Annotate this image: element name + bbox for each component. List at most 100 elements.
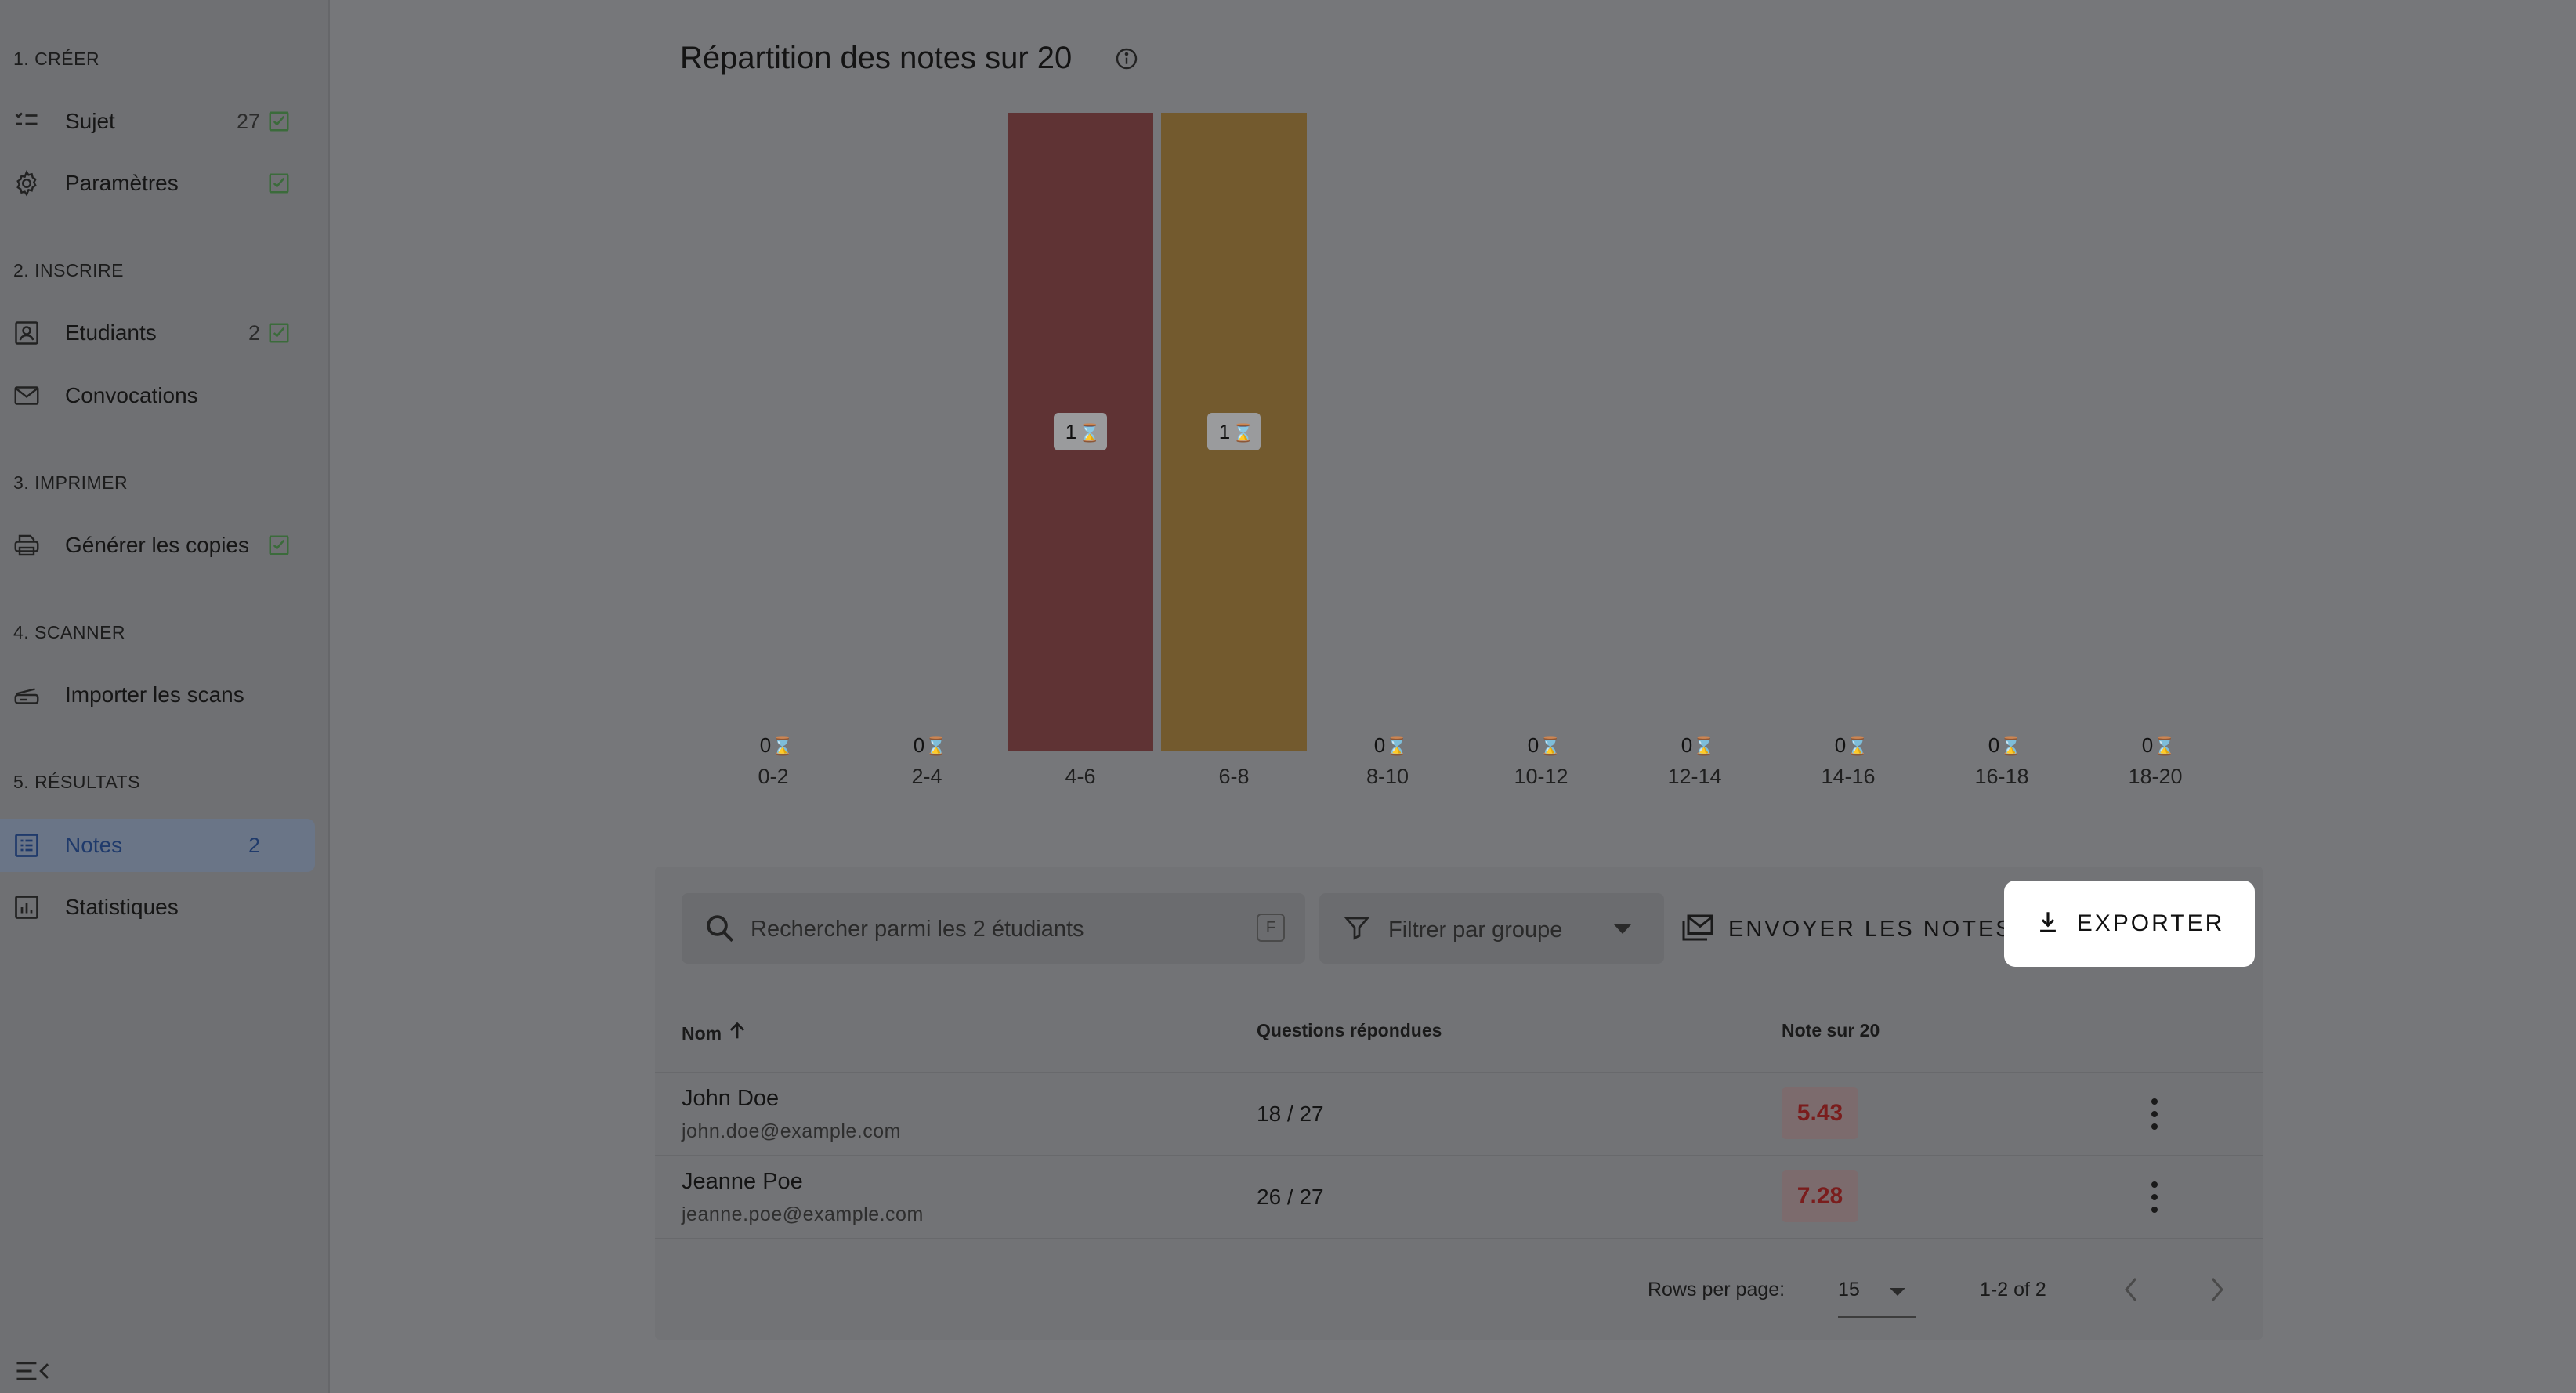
hourglass-icon: ⌛: [925, 736, 946, 757]
pagination-range: 1-2 of 2: [1980, 1279, 2046, 1301]
gear-icon: [13, 169, 41, 197]
filter-icon: [1343, 912, 1371, 943]
more-vertical-icon[interactable]: [2145, 1180, 2164, 1214]
x-tick-label: 8-10: [1366, 765, 1409, 788]
send-grades-button[interactable]: ENVOYER LES NOTES: [1681, 909, 2013, 950]
x-tick-label: 0-2: [758, 765, 788, 788]
bar-value-label: 0: [1374, 733, 1385, 757]
sidebar-item-label: Importer les scans: [65, 682, 244, 707]
sidebar-item-label: Générer les copies: [65, 533, 250, 557]
download-icon: [2035, 909, 2061, 939]
check-icon: [267, 110, 291, 133]
grade-distribution-chart: 0 ⌛0-20 ⌛2-41 ⌛4-61 ⌛6-80 ⌛8-100 ⌛10-120 ⌛12-14…: [758, 113, 2183, 788]
sidebar-item-statistiques[interactable]: Statistiques: [0, 881, 315, 934]
bar-value-label: 1: [1219, 420, 1230, 443]
x-tick-label: 4-6: [1065, 765, 1095, 788]
section-title-scan: 4. SCANNER: [13, 622, 126, 642]
column-header-questions[interactable]: Questions répondues: [1257, 1020, 1442, 1040]
rows-per-page-value: 15: [1838, 1279, 1860, 1301]
section-title-register: 2. INSCRIRE: [13, 260, 124, 280]
check-icon: [267, 321, 291, 345]
hourglass-icon: ⌛: [2000, 736, 2021, 757]
sidebar-item-count: 2: [248, 833, 260, 857]
sidebar-item-label: Notes: [65, 833, 123, 857]
bar-value-label: 0: [1835, 733, 1846, 757]
questions-answered: 26 / 27: [1257, 1185, 1324, 1209]
sidebar-item-etudiants[interactable]: Etudiants 2: [0, 306, 315, 360]
bar-value-label: 0: [1528, 733, 1539, 757]
keyboard-shortcut-badge: F: [1257, 914, 1285, 942]
bar-value-pill: [1207, 413, 1261, 450]
printer-icon: [13, 531, 41, 559]
student-name: John Doe: [682, 1086, 780, 1111]
student-email: john.doe@example.com: [682, 1120, 901, 1142]
sidebar-item-label: Convocations: [65, 383, 198, 407]
sidebar-item-parametres[interactable]: Paramètres: [0, 157, 315, 210]
chevron-down-icon: [1612, 923, 1633, 935]
hourglass-icon: ⌛: [1693, 736, 1714, 757]
bar-value-label: 0: [1681, 733, 1692, 757]
bar-value-label: 0: [1988, 733, 1999, 757]
student-badge-icon: [13, 319, 41, 347]
sidebar-item-notes[interactable]: Notes 2: [0, 819, 315, 872]
column-header-name[interactable]: Nom: [682, 1020, 748, 1047]
sidebar-item-label: Sujet: [65, 109, 115, 133]
table-icon: [13, 831, 41, 859]
hourglass-icon: ⌛: [1386, 736, 1407, 757]
chevron-left-icon[interactable]: [2122, 1275, 2140, 1304]
group-filter-select[interactable]: Filtrer par groupe: [1319, 893, 1664, 964]
list-check-icon: [13, 107, 41, 136]
bar-value-label: 0: [914, 733, 924, 757]
chevron-down-icon: [1888, 1286, 1907, 1297]
row-divider: [655, 1072, 2263, 1073]
check-icon: [267, 172, 291, 195]
collapse-menu-icon[interactable]: [16, 1359, 50, 1383]
row-divider: [655, 1238, 2263, 1239]
check-icon: [267, 534, 291, 557]
bar-value-label: 0: [760, 733, 771, 757]
sidebar-item-convocations[interactable]: Convocations: [0, 369, 315, 422]
send-grades-label: ENVOYER LES NOTES: [1728, 916, 2013, 942]
sidebar-item-label: Etudiants: [65, 320, 157, 345]
rows-per-page-select[interactable]: 15: [1838, 1269, 1916, 1318]
sidebar-item-label: Paramètres: [65, 171, 179, 195]
hourglass-icon: ⌛: [1539, 736, 1561, 757]
x-tick-label: 12-14: [1667, 765, 1721, 788]
search-icon: [704, 912, 736, 945]
hourglass-icon: ⌛: [1079, 423, 1100, 443]
sidebar-item-count: 2: [248, 320, 260, 345]
filter-label: Filtrer par groupe: [1388, 917, 1563, 943]
bar-value-label: 1: [1065, 420, 1076, 443]
info-icon[interactable]: [1114, 46, 1139, 71]
column-header-name-label: Nom: [682, 1022, 722, 1044]
hourglass-icon: ⌛: [1847, 736, 1868, 757]
x-tick-label: 14-16: [1821, 765, 1875, 788]
arrow-up-icon: [726, 1020, 748, 1047]
sidebar-item-count: 27: [236, 109, 260, 133]
column-header-grade[interactable]: Note sur 20: [1782, 1020, 1880, 1040]
sidebar-item-label: Statistiques: [65, 895, 179, 919]
student-email: jeanne.poe@example.com: [682, 1203, 924, 1225]
search-input[interactable]: Rechercher parmi les 2 étudiants F: [682, 893, 1305, 964]
hourglass-icon: ⌛: [1232, 423, 1254, 443]
sidebar-item-sujet[interactable]: Sujet 27: [0, 95, 315, 148]
grade-badge: 7.28: [1782, 1170, 1858, 1222]
export-button[interactable]: EXPORTER: [2004, 881, 2255, 967]
x-tick-label: 2-4: [911, 765, 942, 788]
bar-value-label: 0: [2142, 733, 2153, 757]
grade-badge: 5.43: [1782, 1087, 1858, 1139]
envelope-icon: [1681, 914, 1714, 946]
chart-title: Répartition des notes sur 20: [680, 41, 1073, 75]
row-divider: [655, 1155, 2263, 1156]
more-vertical-icon[interactable]: [2145, 1097, 2164, 1131]
x-tick-label: 18-20: [2128, 765, 2182, 788]
sidebar-item-importer-scans[interactable]: Importer les scans: [0, 668, 315, 722]
section-title-results: 5. RÉSULTATS: [13, 772, 140, 792]
search-placeholder: Rechercher parmi les 2 étudiants: [751, 917, 1084, 942]
x-tick-label: 10-12: [1514, 765, 1568, 788]
student-name: Jeanne Poe: [682, 1169, 803, 1194]
section-title-print: 3. IMPRIMER: [13, 472, 128, 493]
sidebar-item-generer-copies[interactable]: Générer les copies: [0, 519, 315, 572]
chevron-right-icon[interactable]: [2208, 1275, 2227, 1304]
scanner-icon: [13, 681, 41, 709]
